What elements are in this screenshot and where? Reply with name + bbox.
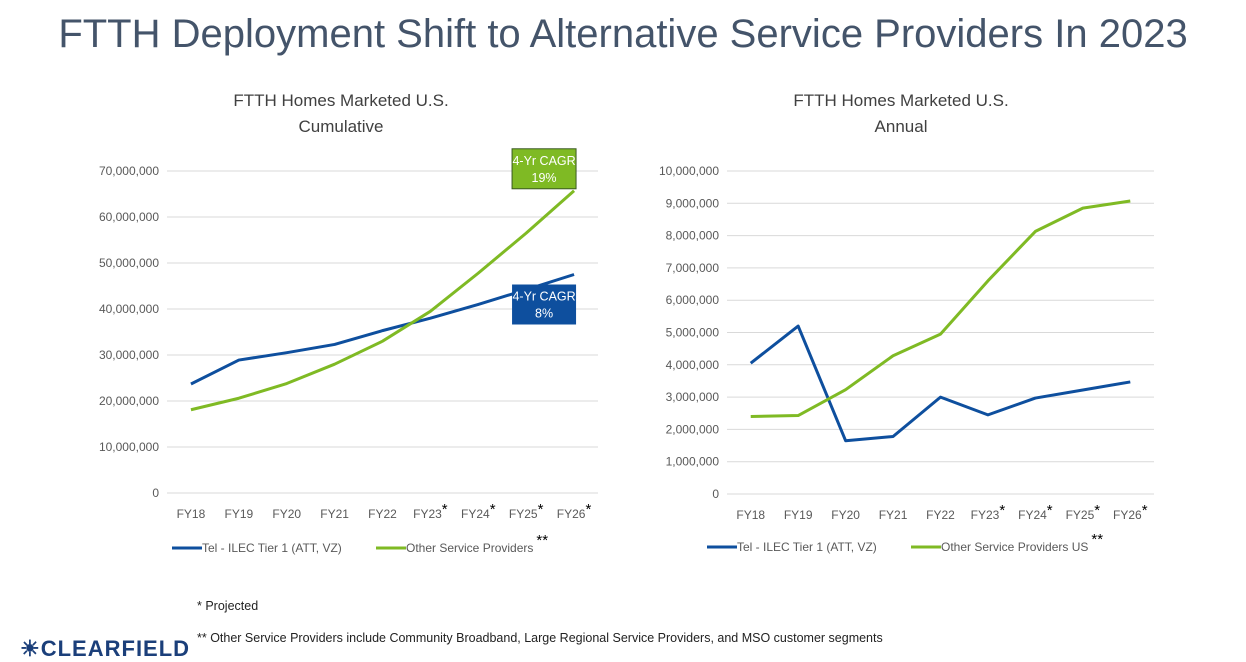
legend-label: Tel - ILEC Tier 1 (ATT, VZ)	[202, 541, 342, 555]
cagr-callout-label: 4-Yr CAGR	[512, 290, 575, 304]
legend-label: Other Service Providers US **	[941, 531, 1103, 554]
x-tick-label: FY18	[736, 508, 765, 522]
chart-title-line-1: FTTH Homes Marketed U.S.	[233, 91, 448, 110]
footnote-other-providers: ** Other Service Providers include Commu…	[197, 631, 883, 645]
cagr-callout-value: 19%	[532, 171, 557, 185]
x-tick-label: FY26*	[1113, 502, 1148, 522]
x-tick-label: FY26*	[557, 501, 592, 521]
x-tick-label: FY21	[879, 508, 908, 522]
y-tick-label: 10,000,000	[659, 164, 719, 178]
legend-label: Other Service Providers **	[406, 532, 548, 555]
y-tick-label: 2,000,000	[666, 422, 720, 436]
legend-footnote-mark: **	[1091, 531, 1103, 548]
logo-text: CLEARFIELD	[40, 636, 191, 661]
x-tick-label: FY25*	[1066, 502, 1101, 522]
series-line-other-providers	[750, 199, 1131, 418]
x-tick-label: FY24*	[1018, 502, 1053, 522]
projected-star: *	[585, 501, 591, 518]
y-tick-label: 7,000,000	[666, 261, 720, 275]
cagr-callout-value: 8%	[535, 307, 553, 321]
y-tick-label: 60,000,000	[99, 210, 159, 224]
y-tick-label: 70,000,000	[99, 164, 159, 178]
y-tick-label: 10,000,000	[99, 440, 159, 454]
x-tick-label: FY23*	[413, 501, 448, 521]
series-line-tel-ilec	[190, 273, 575, 386]
x-tick-label: FY23*	[971, 502, 1006, 522]
y-tick-label: 9,000,000	[666, 196, 720, 210]
projected-star: *	[1142, 502, 1148, 519]
cagr-callout-box	[511, 148, 577, 190]
x-tick-label: FY18	[177, 507, 206, 521]
x-tick-label: FY25*	[509, 501, 544, 521]
projected-star: *	[1094, 502, 1100, 519]
projected-star: *	[442, 501, 448, 518]
x-tick-label: FY22	[926, 508, 955, 522]
x-tick-label: FY24*	[461, 501, 496, 521]
page-title: FTTH Deployment Shift to Alternative Ser…	[58, 12, 1188, 56]
legend-footnote-mark: **	[536, 532, 548, 549]
logo-icon: ☀	[20, 636, 41, 661]
projected-star: *	[999, 502, 1005, 519]
x-tick-label: FY22	[368, 507, 397, 521]
y-tick-label: 0	[712, 487, 719, 501]
projected-star: *	[490, 501, 496, 518]
chart-title-line-2: Cumulative	[298, 117, 383, 136]
y-tick-label: 5,000,000	[666, 326, 720, 340]
annual-chart: FTTH Homes Marketed U.S. Annual 0 1,000,000…	[659, 91, 1154, 554]
x-tick-label: FY20	[272, 507, 301, 521]
y-tick-label: 6,000,000	[666, 293, 720, 307]
x-tick-label: FY19	[784, 508, 813, 522]
chart-title-line-2: Annual	[875, 117, 928, 136]
legend-label: Tel - ILEC Tier 1 (ATT, VZ)	[737, 540, 877, 554]
y-tick-label: 1,000,000	[666, 455, 720, 469]
cumulative-chart: FTTH Homes Marketed U.S. Cumulative 0 10,00…	[99, 91, 598, 555]
cagr-callout-box	[512, 284, 577, 325]
x-tick-label: FY21	[320, 507, 349, 521]
cagr-callout-label: 4-Yr CAGR	[512, 154, 575, 168]
y-tick-label: 50,000,000	[99, 256, 159, 270]
y-tick-label: 4,000,000	[666, 358, 720, 372]
series-line-tel-ilec	[749, 324, 1131, 443]
y-tick-label: 40,000,000	[99, 302, 159, 316]
footnote-projected: * Projected	[197, 599, 259, 613]
x-tick-label: FY20	[831, 508, 860, 522]
chart-title-line-1: FTTH Homes Marketed U.S.	[793, 91, 1008, 110]
y-tick-label: 20,000,000	[99, 394, 159, 408]
y-tick-label: 3,000,000	[666, 390, 720, 404]
clearfield-logo: ☀CLEARFIELD	[20, 636, 190, 662]
y-tick-label: 30,000,000	[99, 348, 159, 362]
projected-star: *	[538, 501, 544, 518]
x-tick-label: FY19	[224, 507, 253, 521]
series-line-other-providers	[190, 189, 576, 412]
y-tick-label: 8,000,000	[666, 229, 720, 243]
projected-star: *	[1047, 502, 1053, 519]
y-tick-label: 0	[152, 486, 159, 500]
